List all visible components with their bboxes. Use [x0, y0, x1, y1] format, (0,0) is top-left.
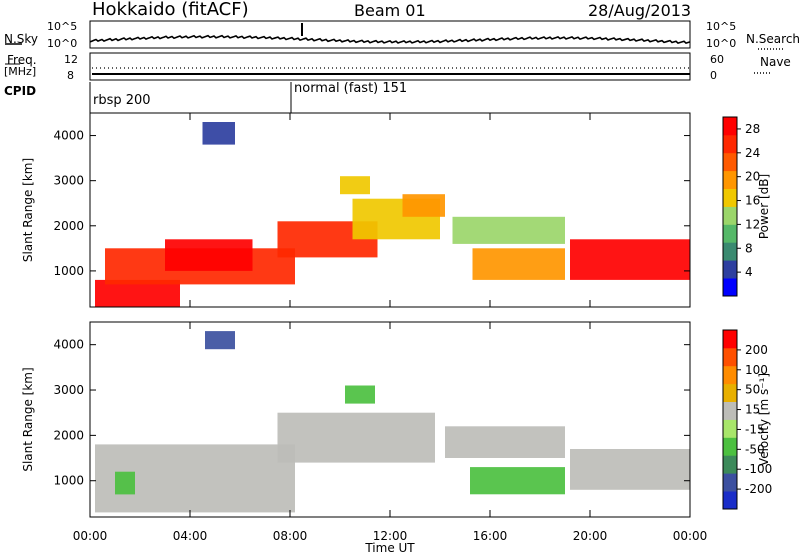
- velocity-colorbar-label-3: 15: [745, 403, 760, 417]
- velocity-colorbar-label-4: -15: [745, 422, 765, 436]
- velocity-xtick-label-0: 00:00: [73, 529, 108, 543]
- velocity-colorbar-seg-7: [723, 365, 737, 385]
- velocity-xtick-label-1: 04:00: [173, 529, 208, 543]
- power-colorbar-label-1: 8: [745, 241, 753, 255]
- velocity-colorbar-seg-1: [723, 473, 737, 492]
- velocity-region-1: [277, 412, 435, 463]
- velocity-colorbar-seg-3: [723, 437, 737, 456]
- power-colorbar-seg-7: [723, 152, 737, 172]
- power-colorbar-label-2: 12: [745, 217, 760, 231]
- velocity-colorbar-label-5: -50: [745, 442, 765, 456]
- velocity-region-5: [345, 385, 375, 404]
- nsky-panel-frame: [89, 20, 691, 49]
- velocity-colorbar-label-0: 200: [745, 343, 768, 357]
- power-region-8: [570, 239, 690, 280]
- power-ytick-label-0: 1000: [53, 264, 84, 278]
- velocity-ytick-label-2: 3000: [53, 383, 84, 397]
- power-region-9: [340, 176, 370, 195]
- cpid-segment-rbsp: rbsp 200: [93, 93, 151, 108]
- power-colorbar-seg-2: [723, 242, 737, 261]
- velocity-colorbar-seg-6: [723, 383, 737, 402]
- velocity-xtick-label-3: 12:00: [373, 529, 408, 543]
- cpid-segment-normal: normal (fast) 151: [294, 81, 408, 96]
- station-title: Hokkaido (fitACF): [92, 0, 249, 20]
- velocity-ytick-label-0: 1000: [53, 474, 84, 488]
- beam-label: Beam 01: [354, 1, 426, 20]
- power-colorbar-seg-5: [723, 188, 737, 207]
- velocity-colorbar-seg-4: [723, 419, 737, 438]
- velocity-xtick-label-5: 20:00: [573, 529, 608, 543]
- nsky-trace: [89, 34, 691, 44]
- velocity-colorbar-seg-5: [723, 401, 737, 420]
- velocity-xtick-label-2: 08:00: [273, 529, 308, 543]
- power-colorbar-title: Power [dB]: [757, 174, 771, 239]
- nsearch-label: N.Search: [746, 32, 800, 46]
- power-ytick-label-2: 3000: [53, 174, 84, 188]
- power-region-2: [165, 239, 253, 271]
- velocity-xlabel: Time UT: [364, 541, 415, 554]
- velocity-ylabel: Slant Range [km]: [21, 367, 35, 471]
- power-ytick-label-1: 2000: [53, 219, 84, 233]
- freq-panel-frame: [89, 52, 691, 81]
- velocity-colorbar-seg-9: [723, 330, 737, 349]
- velocity-colorbar-seg-8: [723, 347, 737, 367]
- nsky-tick-bottom: 10^0: [47, 37, 78, 50]
- power-region-5: [402, 194, 445, 217]
- date-label: 28/Aug/2013: [588, 1, 692, 20]
- freq-unit: [MHz]: [4, 65, 37, 78]
- power-colorbar-seg-6: [723, 170, 737, 189]
- power-colorbar-seg-1: [723, 260, 737, 279]
- power-panel: [89, 112, 741, 308]
- power-ytick-label-3: 4000: [53, 129, 84, 143]
- power-region-6: [472, 248, 565, 280]
- power-colorbar-seg-8: [723, 134, 737, 154]
- power-colorbar-label-0: 4: [745, 265, 753, 279]
- freq-tick-top: 12: [64, 53, 78, 66]
- velocity-colorbar-label-6: -100: [745, 462, 772, 476]
- velocity-region-4: [470, 467, 565, 495]
- power-region-10: [202, 122, 235, 145]
- nsky-tick-top: 10^5: [47, 20, 78, 33]
- nave-tick-bottom: 0: [710, 69, 717, 82]
- power-colorbar-label-6: 28: [745, 122, 760, 136]
- velocity-region-3: [570, 449, 690, 490]
- velocity-colorbar-label-7: -200: [745, 482, 772, 496]
- power-colorbar-seg-4: [723, 206, 737, 225]
- velocity-colorbar-label-1: 100: [745, 363, 768, 377]
- nsearch-tick-bottom: 10^0: [706, 37, 737, 50]
- power-colorbar-seg-3: [723, 224, 737, 243]
- velocity-colorbar-frame: [722, 329, 738, 510]
- power-colorbar-label-3: 16: [745, 194, 760, 208]
- nsearch-tick-top: 10^5: [706, 20, 737, 33]
- nave-tick-top: 60: [710, 53, 724, 66]
- velocity-region-6: [115, 471, 135, 495]
- velocity-ytick-label-3: 4000: [53, 338, 84, 352]
- velocity-colorbar-title: Velocity [m s⁻¹]: [757, 373, 771, 466]
- velocity-panel: [89, 321, 741, 518]
- nsky-label: N.Sky: [4, 32, 39, 46]
- velocity-colorbar-seg-0: [723, 491, 737, 510]
- velocity-xtick-label-4: 16:00: [473, 529, 508, 543]
- power-colorbar-label-4: 20: [745, 170, 760, 184]
- power-region-0: [95, 279, 180, 307]
- nave-label: Nave: [760, 55, 791, 69]
- velocity-ytick-label-1: 2000: [53, 428, 84, 442]
- power-colorbar-seg-0: [723, 278, 737, 297]
- power-colorbar-frame: [722, 116, 738, 297]
- power-colorbar-label-5: 24: [745, 146, 760, 160]
- velocity-xtick-label-6: 00:00: [673, 529, 708, 543]
- power-region-7: [452, 216, 565, 244]
- cpid-label: CPID: [4, 84, 37, 98]
- velocity-region-7: [205, 331, 235, 350]
- power-colorbar-seg-9: [723, 117, 737, 136]
- freq-tick-bottom: 8: [67, 69, 74, 82]
- velocity-region-2: [445, 426, 565, 458]
- velocity-colorbar-seg-2: [723, 455, 737, 474]
- velocity-colorbar-label-2: 50: [745, 383, 760, 397]
- power-ylabel: Slant Range [km]: [21, 158, 35, 262]
